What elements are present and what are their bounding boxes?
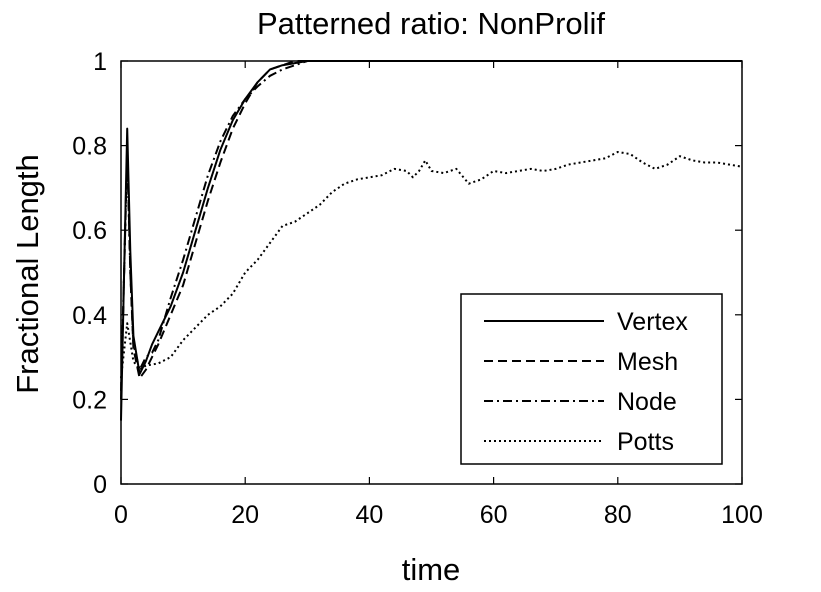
x-axis-ticks: 0 20 40 60 80 100 bbox=[114, 61, 763, 529]
x-tick-label: 40 bbox=[355, 501, 383, 529]
y-tick-label: 0.2 bbox=[72, 386, 107, 414]
series-line-potts bbox=[120, 150, 743, 379]
series-lines bbox=[120, 60, 743, 421]
x-tick-label: 60 bbox=[480, 501, 508, 529]
y-tick-label: 0.6 bbox=[72, 217, 107, 245]
chart-title: Patterned ratio: NonProlif bbox=[257, 6, 605, 41]
x-tick-label: 80 bbox=[604, 501, 632, 529]
x-tick-label: 0 bbox=[114, 501, 128, 529]
y-tick-label: 1 bbox=[93, 48, 107, 76]
legend-label-potts: Potts bbox=[617, 428, 674, 456]
legend-label-node: Node bbox=[617, 388, 677, 416]
series-line-mesh bbox=[120, 60, 742, 400]
legend-label-mesh: Mesh bbox=[617, 348, 678, 376]
x-tick-label: 20 bbox=[231, 501, 259, 529]
y-axis-label: Fractional Length bbox=[10, 154, 45, 394]
legend-box bbox=[460, 293, 723, 465]
x-axis-label: time bbox=[402, 552, 461, 587]
y-axis-ticks: 0 0.2 0.4 0.6 0.8 1 bbox=[72, 48, 742, 499]
legend-label-vertex: Vertex bbox=[617, 308, 688, 336]
y-tick-label: 0.4 bbox=[72, 302, 107, 330]
y-tick-label: 0.8 bbox=[72, 133, 107, 161]
y-tick-label: 0 bbox=[93, 471, 107, 499]
legend: Vertex Mesh Node Potts bbox=[460, 293, 723, 465]
x-tick-label: 100 bbox=[721, 501, 763, 529]
